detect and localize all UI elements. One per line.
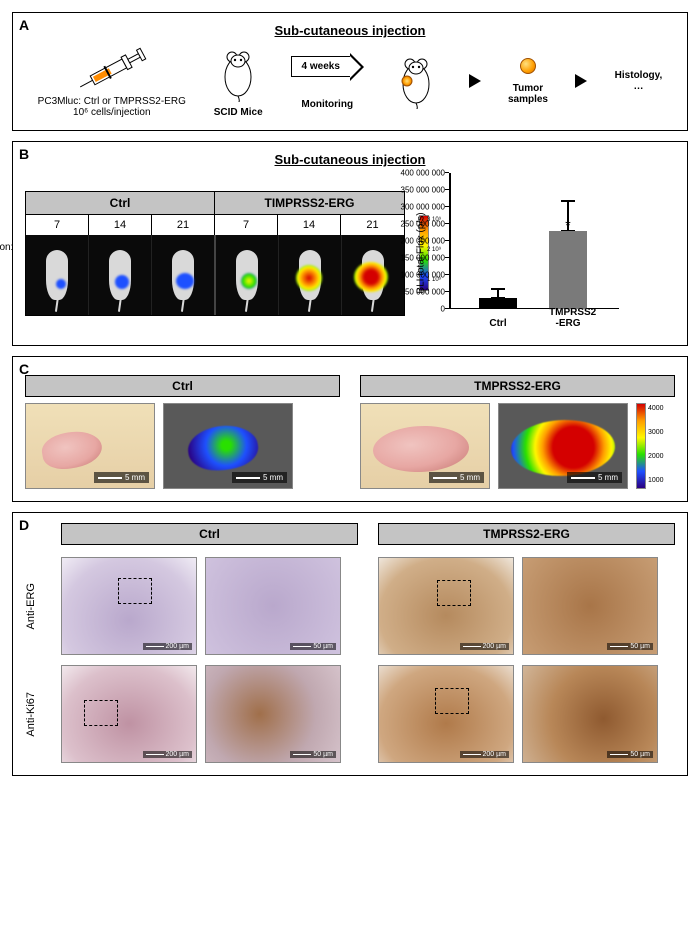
panel-letter-d: D [19, 517, 29, 533]
arrow-1 [469, 74, 481, 88]
mouse-icon-tumor [391, 51, 441, 109]
scale-bar: 200 µm [460, 643, 510, 650]
scale-bar: 200 µm [143, 643, 193, 650]
tumor-samples-label: Tumor samples [508, 83, 548, 105]
bar-label: TMPRSS2 -ERG [549, 307, 587, 329]
tumor-photo-erg: 5 mm [360, 403, 490, 489]
ihc-ki67-ctrl-high: 50 µm [205, 665, 341, 763]
bar-ctrl: Ctrl [479, 298, 517, 309]
scid-label: SCID Mice [213, 107, 263, 118]
histology-label: Histology, … [615, 70, 663, 92]
stain-label-erg: Anti-ERG [25, 583, 41, 629]
weeks-arrow: 4 weeks Monitoring [291, 53, 364, 110]
pc-group-erg: TMPRSS2-ERG 5 mm 5 mm 4000 3000 2000 100… [360, 375, 675, 489]
scale-bar: 5 mm [567, 472, 622, 483]
ihc-erg-erg-low: 200 µm [378, 557, 514, 655]
arrow-right-icon [575, 74, 587, 88]
bar-erg: * TMPRSS2 -ERG [549, 231, 587, 309]
day-cell: 7 [26, 215, 89, 235]
pd-header: Ctrl [61, 523, 358, 545]
ihc-erg-ctrl-high: 50 µm [205, 557, 341, 655]
colorbar-c: 4000 3000 2000 1000 [636, 403, 646, 489]
bli-bar-chart: BLI total Flux (p/s) 0 50 000 000 100 00… [439, 173, 675, 333]
day-cell: 7 [215, 215, 278, 235]
scale-bar: 50 µm [290, 643, 336, 650]
tumor-photo-ctrl: 5 mm [25, 403, 155, 489]
panel-d: D Ctrl TMPRSS2-ERG Anti-ERG 200 µm 50 µm… [12, 512, 688, 776]
bli-head-erg: TIMPRSS2-ERG [215, 192, 404, 215]
scale-bar: 50 µm [607, 751, 653, 758]
panel-a-title: Sub-cutaneous injection [25, 23, 675, 38]
tumor-bli-ctrl: 5 mm [163, 403, 293, 489]
pc-header: Ctrl [25, 375, 340, 397]
bar-label: Ctrl [479, 318, 517, 329]
scale-bar: 5 mm [429, 472, 484, 483]
bli-mouse [216, 235, 279, 315]
day-cell: 21 [341, 215, 404, 235]
scale-bar: 50 µm [607, 643, 653, 650]
day-post-injection-label: Day post-injection: [0, 231, 20, 253]
bli-mouse [26, 235, 89, 315]
pd-header: TMPRSS2-ERG [378, 523, 675, 545]
day-cell: 14 [278, 215, 341, 235]
syringe-block: PC3Mluc: Ctrl or TMPRSS2-ERG 10⁶ cells/i… [38, 45, 186, 118]
dose-label: 10⁶ cells/injection [38, 107, 186, 118]
day-cell: 21 [152, 215, 215, 235]
panel-c: C Ctrl 5 mm 5 mm TMPRSS2-ERG 5 mm [12, 356, 688, 502]
panel-b-title: Sub-cutaneous injection [25, 152, 675, 167]
pc-group-ctrl: Ctrl 5 mm 5 mm [25, 375, 340, 489]
bli-head-ctrl: Ctrl [26, 192, 215, 215]
histology-block: Histology, … [615, 70, 663, 92]
scale-bar: 200 µm [143, 751, 193, 758]
ihc-ki67-ctrl-low: 200 µm [61, 665, 197, 763]
panel-letter-c: C [19, 361, 29, 377]
arrow-4weeks-label: 4 weeks [291, 56, 350, 77]
syringe-icon [74, 45, 150, 95]
cb-tick: 2 10⁹ [427, 247, 441, 253]
stain-label-ki67: Anti-Ki67 [25, 692, 41, 737]
ihc-ki67-erg-high: 50 µm [522, 665, 658, 763]
bli-mice-strip [26, 235, 404, 315]
scale-bar: 50 µm [290, 751, 336, 758]
scid-mouse-2 [391, 51, 441, 112]
arrow-right-icon [469, 74, 481, 88]
ihc-erg-ctrl-low: 200 µm [61, 557, 197, 655]
signif-star: * [565, 217, 570, 233]
panel-b: B Sub-cutaneous injection Day post-injec… [12, 141, 688, 346]
bli-images-block: Day post-injection: Ctrl TIMPRSS2-ERG 7 … [25, 191, 405, 316]
scale-bar: 200 µm [460, 751, 510, 758]
cell-line-label: PC3Mluc: Ctrl or TMPRSS2-ERG [38, 96, 186, 107]
panel-a: A Sub-cutaneous injection PC3Mluc: Ctrl … [12, 12, 688, 131]
bli-mouse [279, 235, 342, 315]
tumor-dot-icon [520, 58, 536, 74]
bli-mouse [152, 235, 216, 315]
panel-letter-b: B [19, 146, 29, 162]
bli-mouse [89, 235, 152, 315]
tumor-bli-erg: 5 mm [498, 403, 628, 489]
day-cell: 14 [89, 215, 152, 235]
arrow-2 [575, 74, 587, 88]
mouse-icon [213, 44, 263, 102]
bli-mouse [342, 235, 404, 315]
monitoring-label: Monitoring [291, 99, 364, 110]
scale-bar: 5 mm [232, 472, 287, 483]
scid-mouse-1: SCID Mice [213, 44, 263, 118]
tumor-sample-block: Tumor samples [508, 58, 548, 105]
ihc-erg-erg-high: 50 µm [522, 557, 658, 655]
panel-letter-a: A [19, 17, 29, 33]
ihc-ki67-erg-low: 200 µm [378, 665, 514, 763]
scale-bar: 5 mm [94, 472, 149, 483]
pc-header: TMPRSS2-ERG [360, 375, 675, 397]
